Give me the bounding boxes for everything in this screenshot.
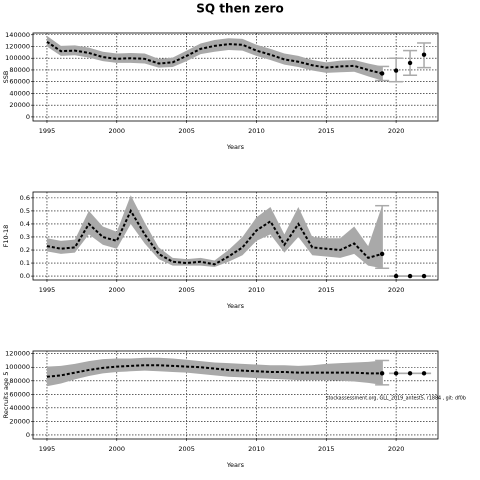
x-tick-label: 2020 <box>388 286 405 294</box>
plot-frame <box>32 350 439 440</box>
y-tick-label: 60000 <box>9 390 30 398</box>
confidence-band <box>46 195 383 269</box>
x-tick-label: 2015 <box>318 286 335 294</box>
y-tick-label: 100000 <box>5 54 30 62</box>
projection-point <box>421 273 427 279</box>
projection-point <box>393 68 399 73</box>
x-tick-label: 2015 <box>318 127 335 135</box>
y-tick-label: 0.2 <box>20 246 30 254</box>
x-axis-label: Years <box>226 143 245 151</box>
y-tick-label: 60000 <box>9 78 30 86</box>
estimate-line <box>46 40 383 75</box>
x-tick-label: 2010 <box>248 445 265 453</box>
y-tick-label: 40000 <box>9 89 30 97</box>
projection-point <box>379 371 385 376</box>
x-tick-label: 2000 <box>109 286 126 294</box>
projection-point <box>421 371 427 376</box>
x-tick-label: 2005 <box>178 445 195 453</box>
y-axis-label: F10-18 <box>2 225 10 248</box>
projection-point <box>407 273 413 279</box>
projection-point <box>393 273 399 279</box>
x-tick-label: 2005 <box>178 286 195 294</box>
y-axis-label: SSB <box>2 71 10 84</box>
projection-point <box>421 52 427 57</box>
y-tick-label: 0.0 <box>20 272 30 280</box>
y-tick-label: 120000 <box>5 42 30 50</box>
annotation: stockassessment.org, GLL_2019_antest5, r… <box>326 396 466 402</box>
chart-title: SQ then zero <box>196 2 283 16</box>
x-tick-label: 2000 <box>109 127 126 135</box>
x-tick-label: 2020 <box>388 127 405 135</box>
y-tick-label: 0 <box>26 113 30 121</box>
projection-point <box>407 371 413 376</box>
x-tick-label: 2000 <box>109 445 126 453</box>
x-axis-label: Years <box>226 302 245 310</box>
y-tick-label: 120000 <box>5 350 30 358</box>
y-tick-label: 80000 <box>9 66 30 74</box>
y-tick-label: 140000 <box>5 31 30 39</box>
y-axis-label: Recruits age 5 <box>2 372 10 419</box>
x-tick-label: 2010 <box>248 127 265 135</box>
projection-point <box>393 371 399 376</box>
projection-point <box>379 251 385 257</box>
x-tick-label: 2010 <box>248 286 265 294</box>
y-tick-label: 0.5 <box>20 207 30 215</box>
confidence-band <box>46 35 383 81</box>
y-tick-label: 100000 <box>5 363 30 371</box>
y-tick-label: 80000 <box>9 377 30 385</box>
plot-frame <box>32 32 439 122</box>
estimate-line <box>46 364 383 378</box>
confidence-band <box>46 357 383 387</box>
y-tick-label: 0.3 <box>20 233 30 241</box>
x-tick-label: 1995 <box>39 445 56 453</box>
x-axis-label: Years <box>226 461 245 469</box>
x-tick-label: 1995 <box>39 127 56 135</box>
error-bar <box>375 204 390 270</box>
estimate-line <box>46 208 383 266</box>
y-tick-label: 0.1 <box>20 259 30 267</box>
x-tick-label: 2015 <box>318 445 335 453</box>
y-tick-label: 40000 <box>9 404 30 412</box>
projection-point <box>379 71 385 76</box>
plot-frame <box>32 191 439 281</box>
x-tick-label: 2005 <box>178 127 195 135</box>
projection-point <box>407 60 413 66</box>
x-tick-label: 1995 <box>39 286 56 294</box>
y-tick-label: 0.4 <box>20 220 30 228</box>
y-tick-label: 20000 <box>9 417 30 425</box>
y-tick-label: 20000 <box>9 101 30 109</box>
x-tick-label: 2020 <box>388 445 405 453</box>
y-tick-label: 0 <box>26 431 30 439</box>
y-tick-label: 0.6 <box>20 194 30 202</box>
